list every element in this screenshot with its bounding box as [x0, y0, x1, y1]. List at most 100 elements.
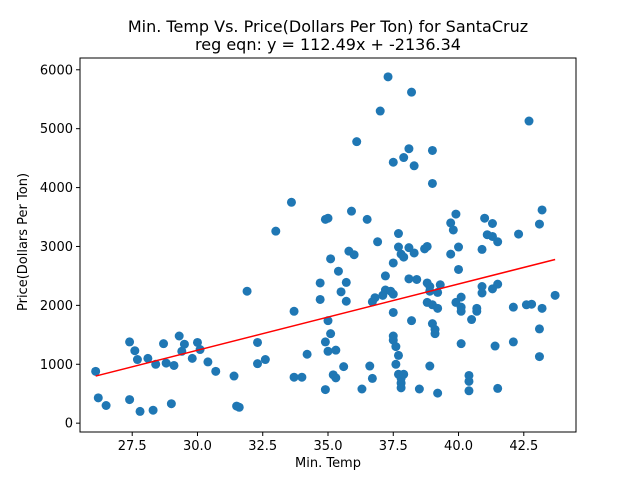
scatter-point	[166, 399, 176, 409]
scatter-point	[537, 303, 547, 313]
scatter-point	[125, 395, 135, 405]
scatter-point	[271, 226, 281, 236]
scatter-point	[407, 87, 417, 97]
x-tick-label: 30.0	[183, 439, 212, 454]
scatter-point	[289, 372, 299, 382]
scatter-point	[537, 205, 547, 215]
y-tick-label: 0	[65, 417, 73, 432]
scatter-point	[380, 271, 390, 281]
scatter-point	[234, 402, 244, 412]
x-tick-label: 37.5	[379, 439, 408, 454]
y-tick-label: 5000	[40, 122, 73, 137]
regression-line-group	[95, 258, 556, 377]
scatter-point	[357, 384, 367, 394]
scatter-point	[409, 161, 419, 171]
scatter-point	[315, 294, 325, 304]
scatter-point	[341, 296, 351, 306]
chart-title: Min. Temp Vs. Price(Dollars Per Ton) for…	[128, 17, 528, 36]
y-tick-label: 6000	[40, 63, 73, 78]
scatter-point	[302, 349, 312, 359]
scatter-point	[508, 337, 518, 347]
scatter-point	[493, 279, 503, 289]
x-axis-ticks: 27.5 30.0 32.5 35.0 37.5 40.0 42.5	[118, 432, 538, 454]
scatter-point	[477, 244, 487, 254]
y-axis-label: Price(Dollars Per Ton)	[16, 173, 31, 311]
x-axis-label: Min. Temp	[295, 456, 361, 471]
scatter-point	[179, 339, 189, 349]
y-tick-label: 4000	[40, 181, 73, 196]
scatter-point	[315, 278, 325, 288]
scatter-point	[456, 339, 466, 349]
scatter-point	[487, 219, 497, 229]
scatter-point	[430, 325, 440, 335]
scatter-point	[192, 337, 202, 347]
scatter-point	[464, 386, 474, 396]
scatter-point	[253, 337, 263, 347]
scatter-point	[331, 345, 341, 355]
scatter-point	[456, 306, 466, 316]
scatter-point	[414, 384, 424, 394]
scatter-point	[393, 229, 403, 239]
scatter-point	[187, 353, 197, 363]
scatter-point	[435, 280, 445, 290]
scatter-point	[412, 274, 422, 284]
scatter-point	[333, 266, 343, 276]
scatter-point	[493, 383, 503, 393]
scatter-point	[388, 157, 398, 167]
scatter-point	[467, 315, 477, 325]
scatter-point	[404, 144, 414, 154]
scatter-point	[534, 352, 544, 362]
scatter-point	[527, 299, 537, 309]
scatter-point	[472, 306, 482, 316]
scatter-point	[393, 350, 403, 360]
scatter-point	[352, 137, 362, 147]
scatter-point	[425, 282, 435, 292]
scatter-point	[326, 254, 336, 264]
scatter-point	[93, 393, 103, 403]
scatter-point	[399, 252, 409, 262]
scatter-point	[91, 366, 101, 376]
scatter-point	[534, 324, 544, 334]
scatter-point	[464, 376, 474, 386]
x-tick-label: 35.0	[314, 439, 343, 454]
scatter-point	[365, 361, 375, 371]
chart-subtitle: reg eqn: y = 112.49x + -2136.34	[195, 35, 461, 54]
scatter-point	[425, 361, 435, 371]
scatter-point	[336, 287, 346, 297]
scatter-point	[427, 178, 437, 188]
scatter-point	[407, 316, 417, 326]
scatter-point	[253, 359, 263, 369]
scatter-point	[101, 400, 111, 410]
scatter-point	[169, 360, 179, 370]
y-tick-label: 1000	[40, 358, 73, 373]
scatter-point	[393, 242, 403, 252]
scatter-point	[130, 346, 140, 356]
scatter-point	[320, 385, 330, 395]
x-tick-label: 40.0	[444, 439, 473, 454]
scatter-point	[260, 355, 270, 365]
scatter-point	[514, 229, 524, 239]
scatter-point	[550, 290, 560, 300]
scatter-point	[229, 371, 239, 381]
scatter-point	[433, 303, 443, 313]
scatter-point	[388, 258, 398, 268]
scatter-point	[326, 329, 336, 339]
scatter-point	[391, 342, 401, 352]
plot-area	[79, 57, 577, 433]
scatter-point	[135, 406, 145, 416]
scatter-point	[422, 241, 432, 251]
scatter-point	[427, 145, 437, 155]
scatter-point	[323, 346, 333, 356]
y-tick-label: 3000	[40, 240, 73, 255]
scatter-point	[451, 209, 461, 219]
plot-frame	[79, 57, 577, 433]
scatter-point	[391, 359, 401, 369]
scatter-point	[490, 341, 500, 351]
scatter-point	[362, 214, 372, 224]
scatter-point	[375, 106, 385, 116]
y-tick-label: 2000	[40, 299, 73, 314]
scatter-point	[409, 248, 419, 258]
scatter-point	[242, 286, 252, 296]
scatter-point	[399, 369, 409, 379]
scatter-point	[477, 282, 487, 292]
